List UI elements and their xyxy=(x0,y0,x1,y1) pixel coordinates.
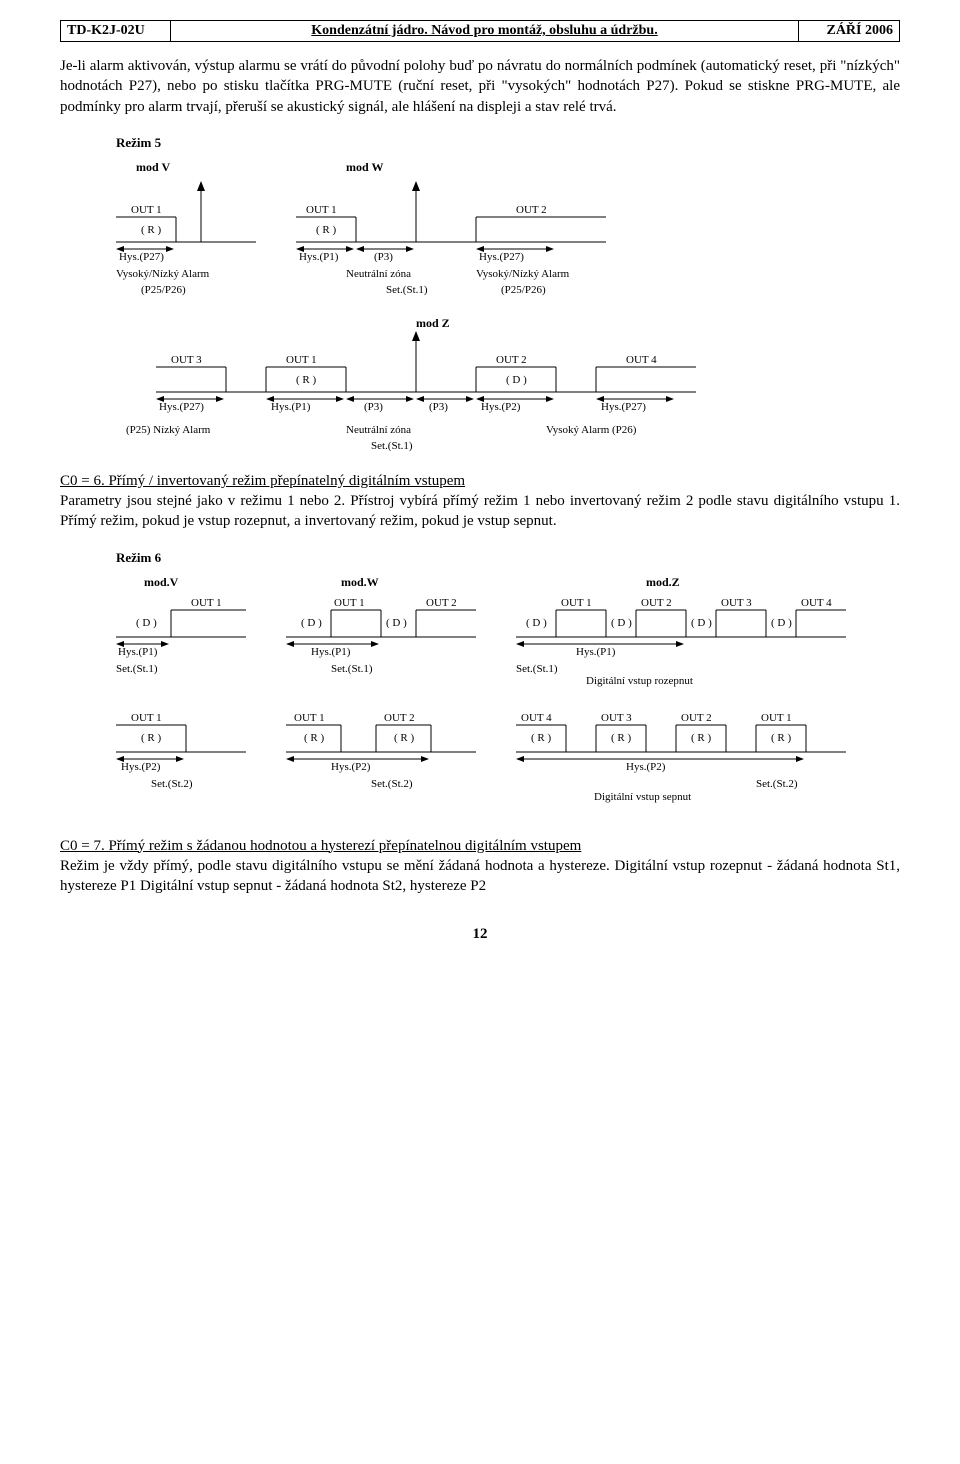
fig6-top-modZ-hys: Hys.(P1) xyxy=(576,646,616,658)
fig6-bot-modZ-out2: OUT 2 xyxy=(681,712,712,724)
fig5-modZ-out2: OUT 2 xyxy=(496,354,527,366)
fig5-modZ-hysP2: Hys.(P2) xyxy=(481,401,521,413)
fig6-top-modZ-d4: ( D ) xyxy=(771,617,792,629)
fig6-bot-modW-hys: Hys.(P2) xyxy=(331,761,371,773)
fig6-bot-modZ-out3: OUT 3 xyxy=(601,712,632,724)
fig6-bot-modZ-r2: ( R ) xyxy=(611,732,632,744)
fig6-bot-modZ-out4: OUT 4 xyxy=(521,712,552,724)
header-title: Kondenzátní jádro. Návod pro montáž, obs… xyxy=(171,21,799,41)
fig6-top-modZ-out1: OUT 1 xyxy=(561,597,592,609)
fig5-modZ-neutral: Neutrální zóna xyxy=(346,424,411,436)
fig5-modZ-set: Set.(St.1) xyxy=(371,440,413,452)
fig5-modW-neutral: Neutrální zóna xyxy=(346,268,411,280)
fig6-top-modZ-d2: ( D ) xyxy=(611,617,632,629)
fig6-top-modW-d1: ( D ) xyxy=(301,617,322,629)
fig5-modW-out2: OUT 2 xyxy=(516,204,547,216)
fig5-modZ-high: Vysoký Alarm (P26) xyxy=(546,424,637,436)
fig6-bot-modZ-note: Digitální vstup sepnut xyxy=(594,791,691,803)
fig5-label: Režim 5 xyxy=(116,135,900,151)
fig5-modV-r: ( R ) xyxy=(141,224,162,236)
fig6-bot-modW-r2: ( R ) xyxy=(394,732,415,744)
fig6-top-modW-title: mod.W xyxy=(341,575,379,589)
c06-title: C0 = 6. Přímý / invertovaný režim přepín… xyxy=(60,473,465,489)
fig5-modZ-p3b: (P3) xyxy=(429,401,448,413)
fig6-top-modZ-d3: ( D ) xyxy=(691,617,712,629)
fig5-modZ-out3: OUT 3 xyxy=(171,354,202,366)
fig6-top-modV-d: ( D ) xyxy=(136,617,157,629)
fig6-bot-modZ-set: Set.(St.2) xyxy=(756,778,798,790)
fig6-top-modZ-set: Set.(St.1) xyxy=(516,663,558,675)
fig5-modW-hys2: Hys.(P27) xyxy=(479,251,524,263)
fig6-bot-modV-set: Set.(St.2) xyxy=(151,778,193,790)
fig6-top-modW-out1: OUT 1 xyxy=(334,597,365,609)
fig5-diagram: mod V OUT 1 ( R ) Hys.(P27) Vysoký/Nízký… xyxy=(116,157,900,457)
fig6-bot-modV-hys: Hys.(P2) xyxy=(121,761,161,773)
fig5-modV-hys: Hys.(P27) xyxy=(119,251,164,263)
fig6-top-modV-out: OUT 1 xyxy=(191,597,222,609)
fig6-top-modZ-title: mod.Z xyxy=(646,575,680,589)
fig5-modZ-d: ( D ) xyxy=(506,374,527,386)
fig6-diagram: mod.V OUT 1 ( D ) Hys.(P1) Set.(St.1) mo… xyxy=(116,572,900,822)
fig6-bot-modV-out: OUT 1 xyxy=(131,712,162,724)
fig6-bot-modV-r: ( R ) xyxy=(141,732,162,744)
fig6-top-modV-set: Set.(St.1) xyxy=(116,663,158,675)
c06-text: Parametry jsou stejné jako v režimu 1 ne… xyxy=(60,493,900,529)
fig6-bot-modZ-hys: Hys.(P2) xyxy=(626,761,666,773)
fig6-top-modV-hys: Hys.(P1) xyxy=(118,646,158,658)
c06-paragraph: C0 = 6. Přímý / invertovaný režim přepín… xyxy=(60,471,900,532)
fig6-top-modV-title: mod.V xyxy=(144,575,179,589)
fig5-modV-alarm: Vysoký/Nízký Alarm xyxy=(116,268,210,280)
fig5-modW-r: ( R ) xyxy=(316,224,337,236)
fig6-bot-modW-out2: OUT 2 xyxy=(384,712,415,724)
fig5-modZ-out4: OUT 4 xyxy=(626,354,657,366)
fig5-modV-out1: OUT 1 xyxy=(131,204,162,216)
fig6-bot-modW-r1: ( R ) xyxy=(304,732,325,744)
c07-paragraph: C0 = 7. Přímý režim s žádanou hodnotou a… xyxy=(60,836,900,897)
fig5-modW-out1: OUT 1 xyxy=(306,204,337,216)
fig6-bot-modW-out1: OUT 1 xyxy=(294,712,325,724)
header-date: ZÁŘÍ 2006 xyxy=(799,21,899,41)
page-number: 12 xyxy=(60,926,900,943)
page-header: TD-K2J-02U Kondenzátní jádro. Návod pro … xyxy=(60,20,900,42)
fig5-modZ-out1: OUT 1 xyxy=(286,354,317,366)
fig6-label: Režim 6 xyxy=(116,550,900,566)
fig6-bot-modZ-r3: ( R ) xyxy=(691,732,712,744)
fig5-modZ-hysP1: Hys.(P1) xyxy=(271,401,311,413)
fig5-modZ-r: ( R ) xyxy=(296,374,317,386)
fig6-top-modZ-out3: OUT 3 xyxy=(721,597,752,609)
fig6-top-modW-set: Set.(St.1) xyxy=(331,663,373,675)
fig5-modZ-low: (P25) Nízký Alarm xyxy=(126,424,211,436)
fig5-modZ-p3a: (P3) xyxy=(364,401,383,413)
fig6-bot-modW-set: Set.(St.2) xyxy=(371,778,413,790)
fig5-modZ-title: mod Z xyxy=(416,316,450,330)
fig6-bot-modZ-out1: OUT 1 xyxy=(761,712,792,724)
fig5-modV-title: mod V xyxy=(136,160,170,174)
header-code: TD-K2J-02U xyxy=(61,21,171,41)
fig5-modV-p: (P25/P26) xyxy=(141,284,186,296)
fig5-modZ-hysB: Hys.(P27) xyxy=(601,401,646,413)
fig5-modZ-hysA: Hys.(P27) xyxy=(159,401,204,413)
fig6-top-modZ-d1: ( D ) xyxy=(526,617,547,629)
fig6-top-modW-out2: OUT 2 xyxy=(426,597,457,609)
fig5-modW-p3: (P3) xyxy=(374,251,393,263)
fig6-top-modZ-out2: OUT 2 xyxy=(641,597,672,609)
paragraph-intro: Je-li alarm aktivován, výstup alarmu se … xyxy=(60,56,900,117)
fig6-bot-modZ-r4: ( R ) xyxy=(771,732,792,744)
fig5-modW-hys1: Hys.(P1) xyxy=(299,251,339,263)
fig6-bot-modZ-r1: ( R ) xyxy=(531,732,552,744)
c07-title: C0 = 7. Přímý režim s žádanou hodnotou a… xyxy=(60,838,581,854)
c07-text: Režim je vždy přímý, podle stavu digitál… xyxy=(60,858,900,894)
fig6-top-modZ-out4: OUT 4 xyxy=(801,597,832,609)
fig6-top-modW-hys: Hys.(P1) xyxy=(311,646,351,658)
fig5-modW-title: mod W xyxy=(346,160,383,174)
fig6-top-modW-d2: ( D ) xyxy=(386,617,407,629)
fig5-modW-set: Set.(St.1) xyxy=(386,284,428,296)
fig6-bot-modZ-steps xyxy=(516,725,806,752)
fig6-top-modZ-note: Digitální vstup rozepnut xyxy=(586,675,693,687)
fig5-modW-alarm: Vysoký/Nízký Alarm xyxy=(476,268,570,280)
fig5-modW-p: (P25/P26) xyxy=(501,284,546,296)
